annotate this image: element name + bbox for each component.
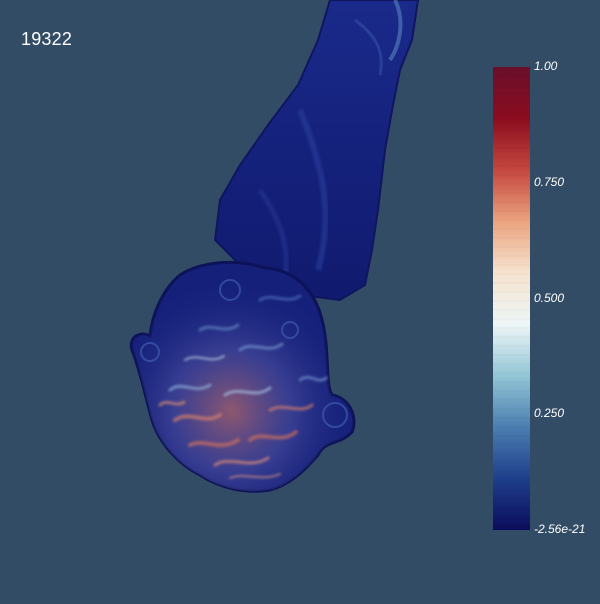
colorbar-fill [493,67,530,530]
colorbar-tick-0750: 0.750 [534,174,565,189]
colorbar-tick-0250: 0.250 [534,406,565,421]
colorbar-tick-min: -2.56e-21 [534,522,586,536]
colorbar-tick-max: 1.00 [534,59,558,73]
colorbar-tick-0500: 0.500 [534,290,565,305]
timestep-label: 19322 [21,29,73,49]
colorbar [493,67,530,530]
